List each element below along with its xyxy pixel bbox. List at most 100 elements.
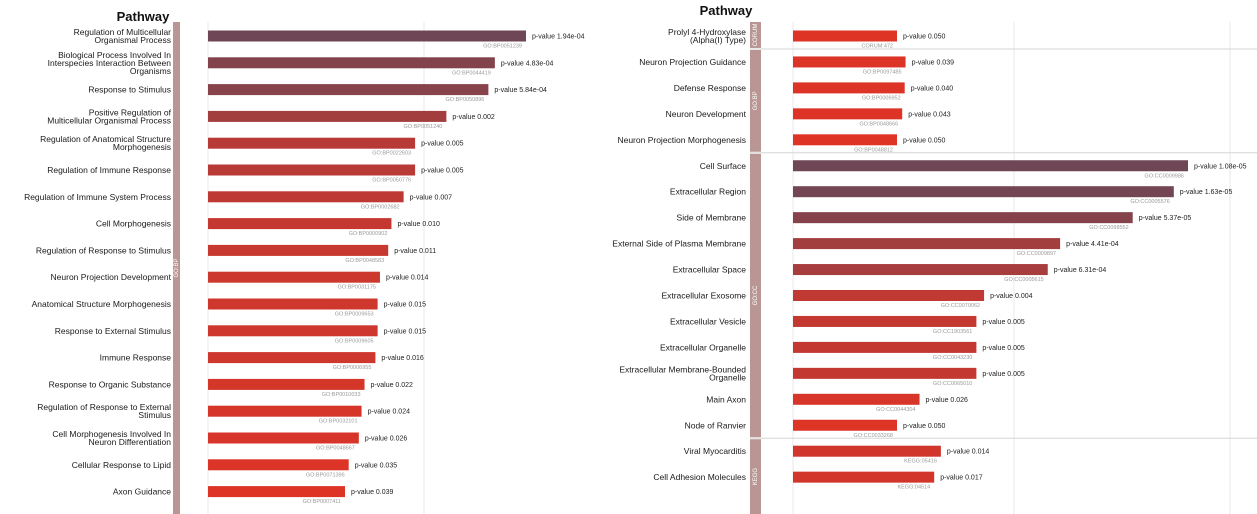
- p-value-label: p-value 0.024: [368, 409, 411, 416]
- p-value-label: p-value 0.005: [421, 168, 464, 175]
- term-id-label: GO:BP0050776: [372, 178, 411, 184]
- group-label: GO:BP: [753, 91, 759, 110]
- term-id-label: KEGG:05416: [904, 459, 937, 465]
- pathway-label: Cell Surface: [700, 161, 747, 171]
- term-id-label: GO:BP0051239: [483, 44, 522, 50]
- bar: [208, 30, 526, 42]
- p-value-label: p-value 0.010: [397, 221, 440, 228]
- pathway-label: Biological Process Involved In Interspeci…: [48, 50, 172, 76]
- p-value-label: p-value 0.039: [351, 489, 394, 496]
- p-value-label: p-value 0.015: [384, 302, 427, 309]
- bar: [208, 57, 495, 69]
- bar: [208, 137, 416, 149]
- term-id-label: GO:CC0098552: [1089, 225, 1128, 231]
- bar: [793, 82, 905, 94]
- term-id-label: GO:BP0009653: [335, 312, 374, 318]
- pathway-label: Anatomical Structure Morphogenesis: [32, 299, 171, 309]
- group-strip: [750, 153, 761, 438]
- bar: [793, 290, 985, 301]
- term-id-label: CORUM:472: [862, 44, 893, 50]
- pathway-label: Positive Regulation of Multicellular Orga…: [47, 107, 171, 125]
- bar: [208, 459, 349, 471]
- p-value-label: p-value 0.005: [982, 371, 1025, 378]
- pathway-label: Side of Membrane: [677, 213, 747, 223]
- left-pathway-chart: Pathway GO:BP Regulation of Multicellular O…: [24, 9, 585, 514]
- term-id-label: GO:CC0005576: [1130, 199, 1169, 205]
- bar: [793, 315, 977, 327]
- pathway-label: Axon Guidance: [113, 487, 171, 497]
- pathway-label: Response to External Stimulus: [55, 326, 171, 336]
- p-value-label: p-value 0.007: [410, 194, 453, 201]
- group-label: GO:BP: [174, 258, 180, 277]
- p-value-label: p-value 0.026: [365, 436, 408, 443]
- p-value-label: p-value 0.005: [982, 345, 1025, 352]
- term-id-label: GO:BP0048667: [316, 446, 355, 452]
- p-value-label: p-value 4.83e-04: [501, 60, 554, 67]
- p-value-label: p-value 0.039: [912, 59, 955, 66]
- pathway-label: Neuron Development: [666, 109, 747, 119]
- bar: [793, 186, 1174, 198]
- pathway-label: Regulation of Response to External Stimul…: [37, 402, 171, 420]
- bar: [208, 84, 489, 96]
- pathway-label: Response to Organic Substance: [49, 379, 172, 389]
- pathway-label: Neuron Projection Development: [51, 272, 172, 282]
- term-id-label: GO:CC0009986: [1145, 173, 1184, 179]
- p-value-label: p-value 0.017: [940, 475, 983, 482]
- bar: [793, 238, 1061, 250]
- pathway-label: External Side of Plasma Membrane: [612, 239, 746, 249]
- chart-title: Pathway: [700, 3, 754, 18]
- bar: [208, 405, 362, 417]
- term-id-label: GO:BP0048812: [854, 147, 893, 153]
- term-id-label: GO:BP0000902: [349, 231, 388, 237]
- term-id-label: GO:BP0050896: [446, 97, 485, 103]
- p-value-label: p-value 0.004: [990, 293, 1033, 300]
- term-id-label: GO:CC1903561: [933, 329, 972, 335]
- bar: [793, 471, 935, 483]
- bar: [793, 393, 920, 405]
- term-id-label: GO:CC0065010: [933, 381, 972, 387]
- bar: [208, 432, 359, 444]
- pathway-label: Defense Response: [674, 83, 747, 93]
- term-id-label: GO:BP0048666: [859, 121, 898, 127]
- bar: [793, 134, 897, 146]
- term-id-label: GO:BP0007411: [303, 499, 341, 505]
- p-value-label: p-value 1.94e-04: [532, 34, 585, 41]
- bar: [793, 212, 1133, 224]
- p-value-label: p-value 0.040: [911, 85, 954, 92]
- p-value-label: p-value 5.84e-04: [494, 87, 547, 94]
- group-strip: [750, 439, 761, 514]
- p-value-label: p-value 0.035: [355, 462, 398, 469]
- term-id-label: GO:BP0010033: [322, 392, 361, 398]
- right-pathway-chart: Pathway CORUM GO:BP GO:CC KEGG Prolyl 4-Hydro…: [612, 3, 1257, 514]
- p-value-label: p-value 0.050: [903, 34, 946, 41]
- pathway-label: Node of Ranvier: [685, 420, 747, 430]
- term-id-label: GO:CC0070062: [941, 303, 980, 309]
- term-id-label: GO:BP0071396: [306, 472, 345, 478]
- pathway-label: Cell Morphogenesis: [96, 219, 171, 229]
- group-label: GO:CC: [753, 285, 759, 305]
- p-value-label: p-value 1.63e-05: [1180, 189, 1233, 196]
- p-value-label: p-value 0.002: [452, 114, 495, 121]
- pathway-label: Cellular Response to Lipid: [72, 460, 171, 470]
- pathway-label: Regulation of Immune System Process: [24, 192, 171, 202]
- group-strip: [173, 22, 180, 514]
- pathway-label: Extracellular Region: [670, 187, 746, 197]
- group-strip: [750, 22, 761, 48]
- p-value-label: p-value 6.31e-04: [1054, 267, 1107, 274]
- term-id-label: GO:CC0044304: [876, 407, 915, 413]
- pathway-label: Regulation of Response to Stimulus: [36, 245, 171, 255]
- bar: [793, 56, 906, 68]
- bar: [793, 264, 1048, 276]
- pathway-label: Neuron Projection Guidance: [639, 57, 746, 67]
- pathway-label: Neuron Projection Morphogenesis: [617, 135, 746, 145]
- term-id-label: GO:BP0002682: [361, 204, 400, 210]
- bar: [208, 352, 376, 364]
- term-id-label: GO:CC0005615: [1004, 277, 1043, 283]
- pathway-label: Prolyl 4-Hydroxylase (Alpha(I) Type): [668, 27, 746, 45]
- term-id-label: GO:CC0043230: [933, 355, 972, 361]
- bar: [208, 378, 365, 390]
- term-id-label: GO:BP0006955: [333, 365, 372, 371]
- term-id-label: GO:BP0031175: [338, 285, 376, 291]
- p-value-label: p-value 0.050: [903, 423, 946, 430]
- group-label: CORUM: [753, 24, 759, 47]
